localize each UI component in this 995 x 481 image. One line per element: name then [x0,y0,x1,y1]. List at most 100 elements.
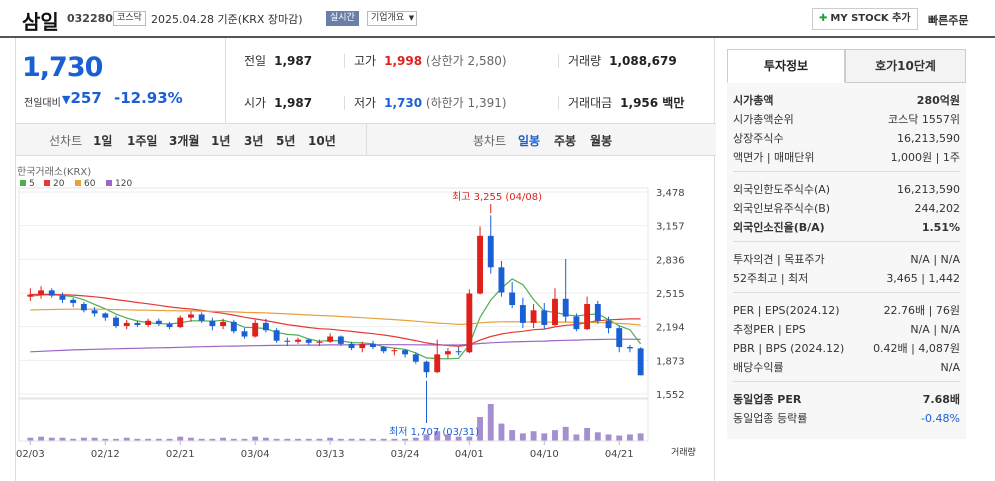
legend-swatch [106,180,112,186]
candle-body [423,361,430,373]
down-arrow-icon: ▼ [62,93,71,106]
candle-body [27,294,34,297]
y-tick-label: 2,836 [656,255,685,266]
candle-body [519,305,526,323]
stat-prev: 전일 1,987 [244,52,312,69]
candle-body [102,313,109,318]
info-value: 코스닥 1557위 [888,113,960,126]
stat-label: 저가 [354,96,377,110]
x-tick-label: 03/13 [316,449,345,460]
legend-label: 120 [115,179,132,189]
info-value: 244,202 [914,202,961,215]
info-value: 7.68배 [922,393,960,406]
volume-bar [455,436,462,441]
info-label: 외국인한도주식수(A) [733,183,831,196]
candle-body [391,350,398,352]
info-row: 동일업종 PER 7.68배 [733,391,960,408]
candle-body [348,343,355,349]
candle-body [498,267,505,293]
tab-5year[interactable]: 5년 [276,134,296,148]
divider [558,96,559,110]
info-label: 동일업종 등락률 [733,412,808,425]
tab-1week[interactable]: 1주일 [127,134,158,148]
volume-bar [198,438,205,441]
volume-bar [391,438,398,441]
info-label: 시가총액 [733,94,774,107]
tab-3month[interactable]: 3개월 [169,134,200,148]
volume-bar [594,432,601,441]
y-tick-label: 3,157 [656,222,685,233]
x-tick-label: 04/01 [455,449,484,460]
volume-bar [177,436,184,441]
candle-body [562,298,569,317]
change-label: 전일대비 [24,98,61,109]
candle-body [584,304,591,330]
volume-bar [273,438,280,441]
tab-10year[interactable]: 10년 [308,134,336,148]
candle-body [273,330,280,341]
tab-1day[interactable]: 1일 [93,134,113,148]
line-chart-label: 선차트 [49,134,83,148]
stat-label: 전일 [244,54,267,68]
volume-bar [327,437,334,441]
candle-body [541,310,548,325]
tab-daily[interactable]: 일봉 [518,134,541,148]
info-label: 52주최고 | 최저 [733,272,809,285]
candle-body [337,336,344,344]
current-price: 1,730 [22,52,103,83]
tab-invest-info[interactable]: 투자정보 [727,49,845,83]
info-value: 16,213,590 [897,183,960,196]
volume-bar [348,438,355,441]
info-row: 외국인한도주식수(A) 16,213,590 [733,181,960,198]
info-value: 16,213,590 [897,132,960,145]
company-info-label: 기업개요 [371,13,405,23]
candle-body [316,341,323,343]
y-tick-label: 2,515 [656,289,685,300]
info-value: 280억원 [916,94,960,107]
stat-value: 1,730 [384,96,423,110]
candle-body [552,298,558,325]
low-annotation: 최저 1,707 (03/31) [389,426,479,438]
info-label: 외국인소진율(B/A) [733,221,825,234]
stat-volume: 거래량 1,088,679 [568,52,677,69]
tab-orderbook[interactable]: 호가10단계 [845,49,966,83]
tab-3year[interactable]: 3년 [244,134,264,148]
tab-weekly[interactable]: 주봉 [554,134,577,148]
candle-body [370,343,376,348]
quick-order-link[interactable]: 빠른주문 [928,14,969,27]
volume-bar [519,433,526,441]
realtime-badge[interactable]: 실시간 [326,11,359,26]
stat-amount: 거래대금 1,956 백만 [568,94,684,111]
candle-body [530,310,537,323]
info-row: 투자의견 | 목표주가 N/A | N/A [733,251,960,268]
plus-icon: ✚ [819,13,828,24]
stat-value: 1,987 [274,54,313,68]
volume-bar [70,438,77,441]
stat-low: 저가 1,730 (하한가 1,391) [354,94,507,111]
ma-line [30,293,641,347]
y-tick-label: 1,552 [656,390,685,401]
volume-bar [359,438,366,441]
info-value: N/A | N/A [910,253,960,266]
volume-bar [466,436,473,441]
volume-bar [637,433,644,441]
chart-source: 한국거래소(KRX) [17,166,91,178]
volume-bar [145,438,152,441]
mystock-add-button[interactable]: ✚ MY STOCK 추가 [812,8,918,30]
stat-value: 1,088,679 [609,54,677,68]
x-tick-label: 02/21 [166,449,195,460]
y-tick-label: 1,873 [656,356,685,367]
tab-monthly[interactable]: 월봉 [590,134,613,148]
legend-swatch [44,180,50,186]
volume-bar [262,437,269,441]
volume-bar [487,404,494,441]
company-info-button[interactable]: 기업개요 ▼ [367,11,418,26]
candle-body [48,290,55,296]
price-chart[interactable]: 한국거래소(KRX) 5 20 60 120 3,478 3,157 2,836 2,515… [16,158,716,481]
info-row: 외국인소진율(B/A) 1.51% [733,219,960,236]
price-change: ▼257 [62,89,102,107]
info-row: 배당수익률 N/A [733,359,960,376]
candle-body [38,290,45,295]
stat-label: 시가 [244,96,267,110]
tab-1year[interactable]: 1년 [211,134,231,148]
